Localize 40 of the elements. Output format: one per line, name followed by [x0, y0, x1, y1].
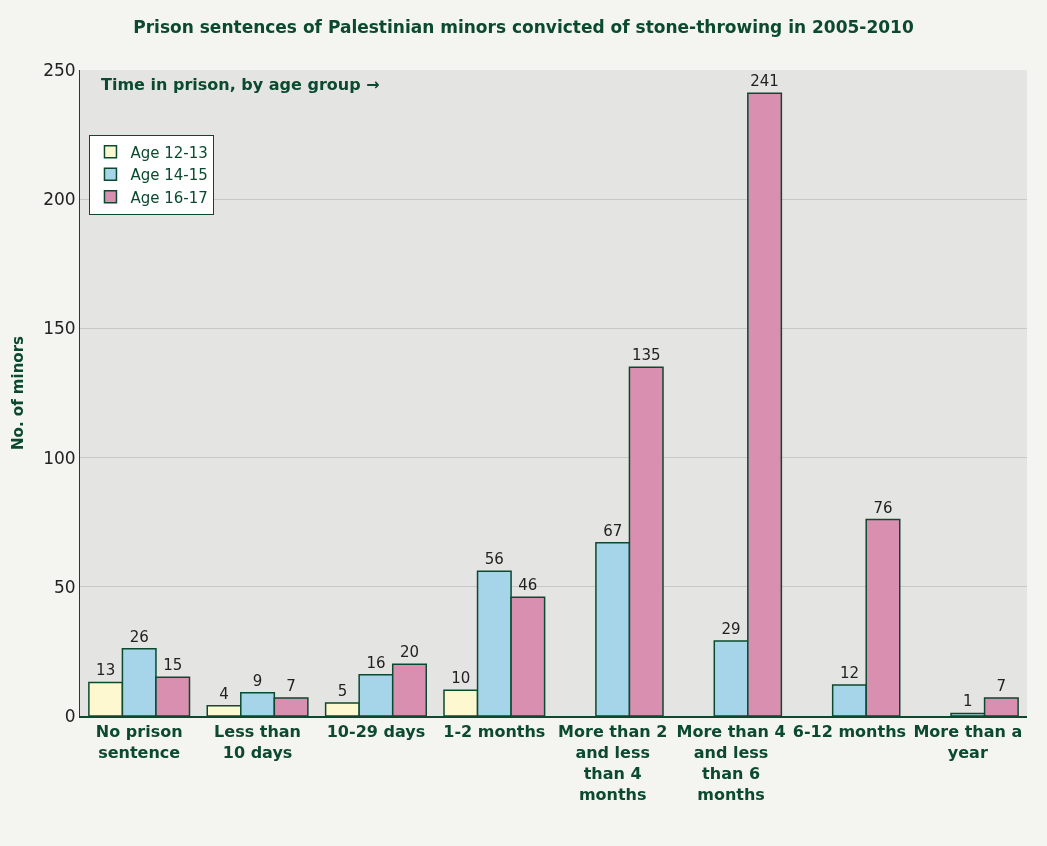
- x-tick-label: 1-2 months: [443, 722, 546, 742]
- y-tick-label: 150: [43, 318, 76, 339]
- x-tick-label: More than 2 and less than 4 months: [558, 722, 668, 804]
- x-tick-label: No prison sentence: [95, 722, 183, 762]
- data-label: 15: [163, 656, 183, 675]
- y-tick-label: 0: [64, 705, 76, 726]
- legend-label: Age 16-17: [130, 188, 208, 207]
- data-label: 7: [286, 676, 296, 695]
- data-label: 26: [129, 627, 149, 646]
- chart-title: Prison sentences of Palestinian minors convicted of stone-throwing in 2005-2010: [133, 17, 914, 38]
- data-label: 56: [484, 550, 504, 569]
- y-tick-label: 250: [43, 59, 76, 80]
- data-label: 4: [219, 684, 229, 703]
- x-tick-label: More than 4 and less than 6 months: [676, 722, 786, 804]
- data-label: 67: [603, 521, 623, 540]
- data-label: 5: [337, 682, 348, 701]
- data-label: 46: [518, 576, 538, 595]
- x-tick-label: Less than 10 days: [214, 722, 302, 762]
- data-label: 16: [366, 653, 386, 672]
- y-tick-label: 100: [43, 447, 76, 468]
- legend-label: Age 12-13: [130, 143, 208, 162]
- x-tick-label: 6-12 months: [792, 722, 907, 742]
- data-label: 135: [631, 346, 661, 365]
- data-label: 13: [96, 661, 116, 680]
- data-label: 241: [750, 72, 779, 91]
- data-label: 20: [399, 643, 420, 662]
- data-label: 1: [963, 692, 973, 711]
- x-tick-label: 10-29 days: [326, 722, 426, 742]
- y-axis-title: No. of minors: [9, 335, 28, 450]
- data-label: 7: [996, 676, 1007, 695]
- y-tick-label: 200: [43, 189, 76, 210]
- data-label: 76: [873, 498, 893, 517]
- data-label: 9: [252, 671, 263, 690]
- data-label: 29: [721, 620, 741, 639]
- legend-label: Age 14-15: [130, 166, 208, 185]
- data-label: 12: [839, 663, 859, 682]
- y-tick-label: 50: [53, 576, 76, 597]
- x-tick-label: More than a year: [913, 722, 1023, 762]
- annotation: Time in prison, by age group →: [101, 75, 380, 94]
- data-label: 10: [451, 669, 471, 688]
